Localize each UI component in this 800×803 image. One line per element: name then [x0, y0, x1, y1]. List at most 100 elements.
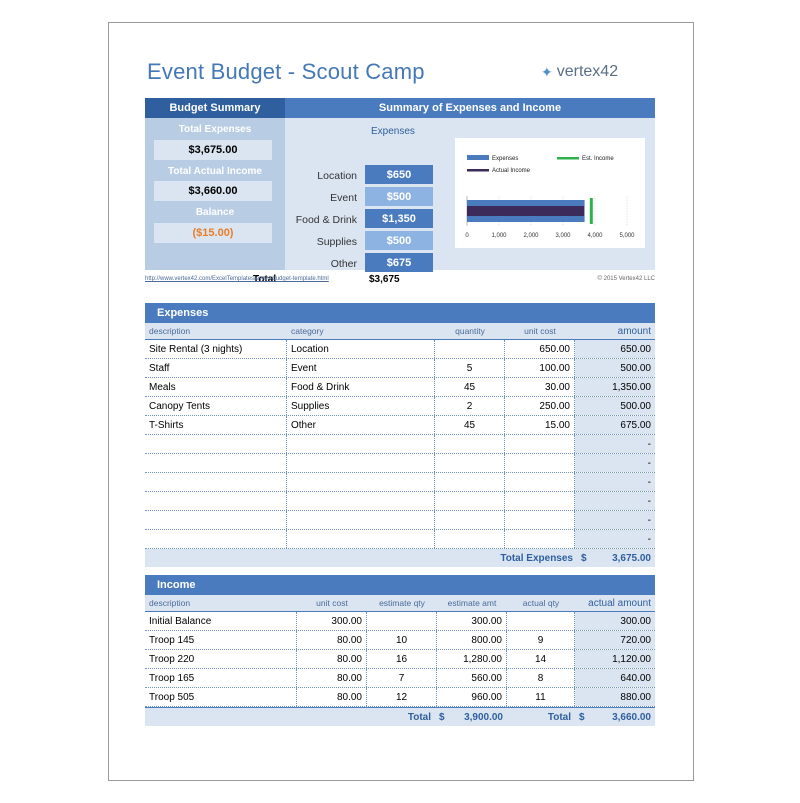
category-cell[interactable]: Other: [287, 416, 435, 434]
unit-cost-cell[interactable]: 250.00: [505, 397, 575, 415]
footer-links: http://www.vertex42.com/ExcelTemplates/e…: [145, 276, 655, 282]
total-expenses-label: Total Expenses: [178, 124, 252, 135]
category-cell[interactable]: [287, 492, 435, 510]
category-value[interactable]: $650: [365, 165, 433, 184]
unit-cost-cell[interactable]: [505, 530, 575, 548]
description-cell[interactable]: [145, 511, 287, 529]
unit-cost-cell[interactable]: 80.00: [297, 688, 367, 706]
col-unit-cost: unit cost: [524, 326, 556, 336]
unit-cost-cell[interactable]: 100.00: [505, 359, 575, 377]
category-value[interactable]: $500: [365, 187, 433, 206]
total-expenses-amount: 3,675.00: [612, 552, 651, 564]
category-cell[interactable]: Supplies: [287, 397, 435, 415]
unit-cost-cell[interactable]: 80.00: [297, 650, 367, 668]
total-income-value[interactable]: $3,660.00: [154, 181, 272, 201]
description-cell[interactable]: [145, 454, 287, 472]
expenses-header: Expenses: [145, 303, 655, 323]
description-cell[interactable]: Canopy Tents: [145, 397, 287, 415]
description-cell[interactable]: T-Shirts: [145, 416, 287, 434]
description-cell[interactable]: Troop 505: [145, 688, 297, 706]
unit-cost-cell[interactable]: 30.00: [505, 378, 575, 396]
description-cell[interactable]: Troop 165: [145, 669, 297, 687]
unit-cost-cell[interactable]: 300.00: [297, 612, 367, 630]
actual-qty-cell[interactable]: 9: [507, 631, 575, 649]
category-cell[interactable]: [287, 530, 435, 548]
amount-cell: 500.00: [575, 359, 655, 377]
quantity-cell[interactable]: [435, 473, 505, 491]
category-value[interactable]: $675: [365, 253, 433, 272]
actual-qty-cell[interactable]: 14: [507, 650, 575, 668]
x-tick-label: 2,000: [523, 233, 539, 239]
description-cell[interactable]: [145, 492, 287, 510]
quantity-cell[interactable]: [435, 492, 505, 510]
category-cell[interactable]: [287, 454, 435, 472]
total-expenses-value[interactable]: $3,675.00: [154, 140, 272, 160]
unit-cost-cell[interactable]: [505, 454, 575, 472]
quantity-cell[interactable]: [435, 530, 505, 548]
description-cell[interactable]: Staff: [145, 359, 287, 377]
estimate-qty-cell[interactable]: [367, 612, 437, 630]
unit-cost-cell[interactable]: [505, 492, 575, 510]
description-cell[interactable]: Meals: [145, 378, 287, 396]
unit-cost-cell[interactable]: [505, 435, 575, 453]
unit-cost-cell[interactable]: 15.00: [505, 416, 575, 434]
legend-label: Actual Income: [492, 168, 531, 174]
amount-cell: -: [575, 530, 655, 548]
actual-qty-cell[interactable]: 11: [507, 688, 575, 706]
category-label: Food & Drink: [295, 214, 357, 226]
category-cell[interactable]: Location: [287, 340, 435, 358]
category-cell[interactable]: Event: [287, 359, 435, 377]
estimate-amt-cell: 800.00: [437, 631, 507, 649]
category-cell[interactable]: Food & Drink: [287, 378, 435, 396]
quantity-cell[interactable]: 2: [435, 397, 505, 415]
table-row: T-Shirts Other 45 15.00 675.00: [145, 416, 655, 435]
unit-cost-cell[interactable]: 80.00: [297, 631, 367, 649]
description-cell[interactable]: Troop 145: [145, 631, 297, 649]
amount-cell: 500.00: [575, 397, 655, 415]
category-cell[interactable]: [287, 435, 435, 453]
quantity-cell[interactable]: 45: [435, 378, 505, 396]
estimate-qty-cell[interactable]: 16: [367, 650, 437, 668]
expenses-total-bar: Total Expenses $ 3,675.00: [145, 549, 655, 567]
summary-chart-svg: 0 1,000 2,000 3,000 4,000 5,000 Expenses Est. I…: [465, 155, 635, 239]
balance-value[interactable]: ($15.00): [154, 223, 272, 243]
quantity-cell[interactable]: [435, 435, 505, 453]
description-cell[interactable]: Site Rental (3 nights): [145, 340, 287, 358]
actual-qty-cell[interactable]: [507, 612, 575, 630]
category-cell[interactable]: [287, 473, 435, 491]
description-cell[interactable]: [145, 435, 287, 453]
unit-cost-cell[interactable]: 650.00: [505, 340, 575, 358]
summary-left-panel: Total Expenses $3,675.00 Total Actual In…: [145, 118, 285, 270]
table-row: Troop 220 80.00 16 1,280.00 14 1,120.00: [145, 650, 655, 669]
estimate-qty-cell[interactable]: 7: [367, 669, 437, 687]
description-cell[interactable]: Troop 220: [145, 650, 297, 668]
unit-cost-cell[interactable]: 80.00: [297, 669, 367, 687]
quantity-cell[interactable]: [435, 340, 505, 358]
category-cell[interactable]: [287, 511, 435, 529]
description-cell[interactable]: [145, 530, 287, 548]
quantity-cell[interactable]: 5: [435, 359, 505, 377]
col-actual-amount: actual amount: [588, 597, 651, 609]
bar-actual-income: [467, 206, 585, 216]
logo-text: vertex42: [556, 63, 619, 80]
estimate-qty-cell[interactable]: 12: [367, 688, 437, 706]
quantity-cell[interactable]: [435, 454, 505, 472]
logo-icon: ✦: [541, 63, 553, 80]
unit-cost-cell[interactable]: [505, 473, 575, 491]
template-link[interactable]: http://www.vertex42.com/ExcelTemplates/e…: [145, 276, 329, 282]
actual-qty-cell[interactable]: 8: [507, 669, 575, 687]
copyright: © 2015 Vertex42 LLC: [597, 276, 655, 282]
category-value[interactable]: $500: [365, 231, 433, 250]
category-value[interactable]: $1,350: [365, 209, 433, 228]
description-cell[interactable]: Initial Balance: [145, 612, 297, 630]
quantity-cell[interactable]: [435, 511, 505, 529]
unit-cost-cell[interactable]: [505, 511, 575, 529]
currency-symbol: $: [581, 552, 587, 564]
description-cell[interactable]: [145, 473, 287, 491]
quantity-cell[interactable]: 45: [435, 416, 505, 434]
expenses-table: Expenses description category quantity u…: [145, 303, 655, 567]
table-row: -: [145, 530, 655, 549]
estimate-qty-cell[interactable]: 10: [367, 631, 437, 649]
total-income-label: Total Actual Income: [168, 166, 262, 177]
col-description: description: [149, 598, 191, 608]
